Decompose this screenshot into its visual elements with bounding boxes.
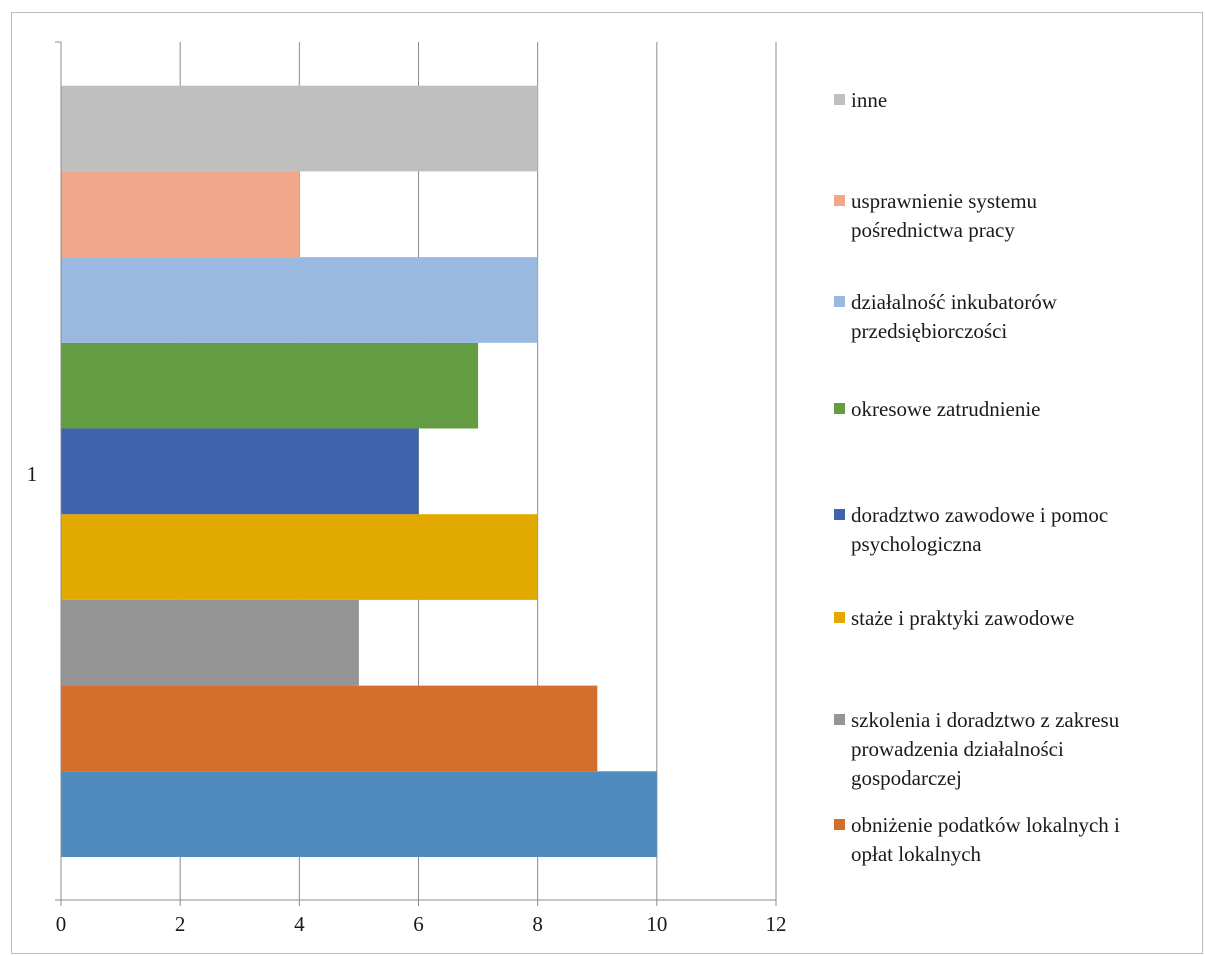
- legend-item: okresowe zatrudnienie: [834, 395, 1196, 424]
- legend-label: działalność inkubatorów przedsiębiorczoś…: [851, 290, 1057, 343]
- legend-item: staże i praktyki zawodowe: [834, 604, 1196, 633]
- legend-label: szkolenia i doradztwo z zakresu prowadze…: [851, 708, 1120, 790]
- legend-swatch: [834, 403, 845, 414]
- bar-series-6: [61, 257, 538, 343]
- legend-swatch: [834, 612, 845, 623]
- legend-item: obniżenie podatków lokalnych i opłat lok…: [834, 811, 1196, 869]
- legend-label: okresowe zatrudnienie: [851, 397, 1041, 421]
- legend-label: doradztwo zawodowe i pomoc psychologiczn…: [851, 503, 1109, 556]
- bar-series-4: [61, 428, 419, 515]
- legend: inne usprawnienie systemu pośrednictwa pr…: [834, 0, 1204, 956]
- x-tick-label: 10: [646, 912, 667, 936]
- legend-label: obniżenie podatków lokalnych i opłat lok…: [851, 813, 1120, 866]
- category-label: 1: [27, 462, 38, 486]
- legend-swatch: [834, 94, 845, 105]
- bars: [61, 85, 657, 857]
- legend-swatch: [834, 509, 845, 520]
- legend-item: szkolenia i doradztwo z zakresu prowadze…: [834, 706, 1196, 793]
- bar-unlabeled: [61, 771, 657, 857]
- legend-item: doradztwo zawodowe i pomoc psychologiczn…: [834, 501, 1196, 559]
- legend-swatch: [834, 819, 845, 830]
- legend-label: usprawnienie systemu pośrednictwa pracy: [851, 189, 1038, 242]
- x-tick-label: 6: [413, 912, 424, 936]
- bar-series-7: [61, 171, 300, 258]
- legend-item: działalność inkubatorów przedsiębiorczoś…: [834, 288, 1196, 346]
- x-axis-tick-labels: 0 2 4 6 8 10 12: [56, 912, 787, 936]
- legend-item: inne: [834, 86, 1196, 115]
- bar-series-5: [61, 342, 479, 429]
- x-tick-label: 2: [175, 912, 186, 936]
- legend-swatch: [834, 714, 845, 725]
- legend-label: inne: [851, 88, 888, 112]
- bar-series-2: [61, 599, 359, 686]
- bar-series-8: [61, 85, 538, 172]
- x-tick-label: 12: [766, 912, 787, 936]
- bar-series-3: [61, 514, 538, 600]
- bar-series-1: [61, 685, 598, 772]
- x-tick-label: 4: [294, 912, 305, 936]
- x-tick-label: 0: [56, 912, 67, 936]
- legend-swatch: [834, 195, 845, 206]
- legend-item: usprawnienie systemu pośrednictwa pracy: [834, 187, 1196, 245]
- legend-label: staże i praktyki zawodowe: [851, 606, 1075, 630]
- x-tick-label: 8: [532, 912, 543, 936]
- axes: [55, 41, 777, 906]
- legend-swatch: [834, 296, 845, 307]
